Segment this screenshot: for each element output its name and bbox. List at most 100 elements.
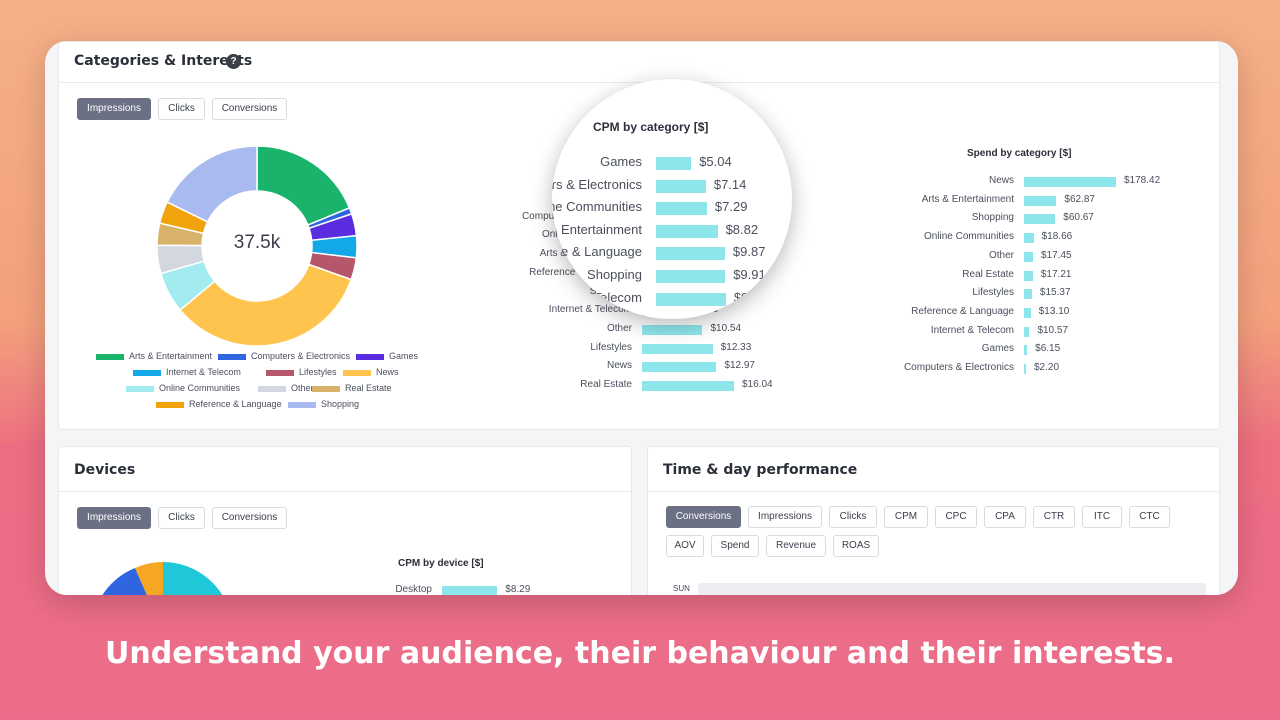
spend-category-value: $6.15 bbox=[1035, 343, 1061, 355]
spend-category-value: $17.21 bbox=[1040, 268, 1072, 280]
metric-itc-button[interactable]: ITC bbox=[1082, 506, 1122, 528]
magnified-cpm-value: $9.91 bbox=[733, 267, 766, 282]
devices-pie-slice-tablet bbox=[135, 562, 163, 595]
legend-label: Shopping bbox=[321, 399, 360, 409]
cpm-category-bar[interactable] bbox=[642, 343, 713, 354]
magnified-cpm-label: Computers & Electronics bbox=[552, 176, 642, 192]
magnified-cpm-bar[interactable] bbox=[656, 202, 707, 216]
spend-category-value: $10.57 bbox=[1037, 324, 1069, 336]
spend-category-label: Other bbox=[988, 249, 1014, 261]
spend-category-label: Games bbox=[981, 343, 1014, 355]
metric-cpc-button[interactable]: CPC bbox=[935, 506, 977, 528]
metric-ctc-button[interactable]: CTC bbox=[1129, 506, 1170, 528]
help-icon[interactable]: ? bbox=[226, 54, 241, 69]
day-label-sun: SUN bbox=[673, 584, 690, 593]
magnified-cpm-value: $8.82 bbox=[725, 221, 759, 237]
donut-slice-news[interactable] bbox=[179, 263, 353, 347]
cpm-category-bar[interactable] bbox=[642, 362, 717, 373]
legend-label: Computers & Electronics bbox=[251, 351, 351, 361]
devices-conversions-button[interactable]: Conversions bbox=[212, 507, 287, 529]
spend-category-value: $13.10 bbox=[1038, 305, 1070, 317]
spend-category-bar[interactable] bbox=[1024, 307, 1031, 318]
panel-divider bbox=[59, 491, 631, 492]
metric-spend-button[interactable]: Spend bbox=[711, 535, 759, 557]
spend-category-label: Computers & Electronics bbox=[903, 362, 1014, 373]
spend-category-label: Shopping bbox=[971, 212, 1014, 224]
metric-cpa-button[interactable]: CPA bbox=[984, 506, 1026, 528]
donut-slice-shopping[interactable] bbox=[166, 145, 258, 223]
cpm-category-bar[interactable] bbox=[642, 324, 703, 335]
legend-swatch bbox=[343, 370, 371, 376]
magnified-cpm-bar[interactable] bbox=[656, 224, 718, 238]
spend-category-value: $15.37 bbox=[1039, 287, 1071, 299]
magnified-cpm-bar[interactable] bbox=[656, 292, 726, 306]
spend-category-chart-title: Spend by category [$] bbox=[967, 148, 1072, 159]
magnifier-lens: CPM by category [$] Games $5.04 Computers … bbox=[552, 79, 792, 319]
legend-swatch bbox=[288, 402, 316, 408]
metric-roas-button[interactable]: ROAS bbox=[833, 535, 879, 557]
magnified-cpm-bar[interactable] bbox=[656, 247, 725, 261]
metric-aov-button[interactable]: AOV bbox=[666, 535, 704, 557]
toggle-clicks-button[interactable]: Clicks bbox=[158, 98, 205, 120]
legend-swatch bbox=[258, 386, 286, 392]
spend-category-bar[interactable] bbox=[1024, 270, 1033, 281]
cpm-device-bar[interactable] bbox=[442, 586, 498, 595]
metric-clicks-button[interactable]: Clicks bbox=[829, 506, 877, 528]
cpm-category-bar[interactable] bbox=[642, 381, 734, 391]
spend-category-value: $60.67 bbox=[1063, 212, 1094, 224]
donut-center-value: 37.5k bbox=[233, 232, 281, 253]
toggle-impressions-button[interactable]: Impressions bbox=[77, 98, 151, 120]
spend-category-label: Arts & Entertainment bbox=[921, 193, 1014, 205]
cpm-category-label: Real Estate bbox=[580, 379, 632, 390]
spend-category-bar[interactable] bbox=[1024, 195, 1057, 206]
devices-panel: Devices Impressions Clicks Conversions C… bbox=[58, 446, 632, 595]
magnified-cpm-label: Arts & Entertainment bbox=[552, 221, 642, 237]
dashboard-window: Categories & Interests ? Impressions Cli… bbox=[45, 41, 1238, 595]
legend-swatch bbox=[266, 370, 294, 376]
spend-category-bar[interactable] bbox=[1024, 345, 1028, 356]
toggle-conversions-button[interactable]: Conversions bbox=[212, 98, 287, 120]
cpm-category-label: Lifestyles bbox=[590, 341, 632, 353]
spend-category-label: News bbox=[988, 175, 1014, 186]
spend-category-value: $2.20 bbox=[1034, 362, 1060, 373]
magnified-cpm-bar[interactable] bbox=[656, 157, 692, 170]
marketing-tagline: Understand your audience, their behaviou… bbox=[105, 636, 1175, 671]
spend-category-value: $62.87 bbox=[1064, 193, 1095, 205]
magnified-cpm-bar[interactable] bbox=[656, 270, 726, 283]
legend-swatch bbox=[96, 354, 124, 360]
metric-conversions-button[interactable]: Conversions bbox=[666, 506, 741, 528]
metric-revenue-button[interactable]: Revenue bbox=[766, 535, 826, 557]
legend-swatch bbox=[156, 402, 184, 408]
magnified-cpm-value: $9 bbox=[733, 289, 749, 305]
legend-label: News bbox=[376, 367, 399, 377]
legend-swatch bbox=[312, 386, 340, 392]
magnified-cpm-title: CPM by category [$] bbox=[593, 120, 709, 134]
metric-cpm-button[interactable]: CPM bbox=[884, 506, 928, 528]
spend-category-bar[interactable] bbox=[1024, 364, 1026, 374]
devices-impressions-button[interactable]: Impressions bbox=[77, 507, 151, 529]
heatmap-row bbox=[698, 583, 1206, 595]
spend-category-bar[interactable] bbox=[1024, 326, 1030, 337]
magnified-cpm-label: Games bbox=[600, 154, 642, 169]
magnified-cpm-bar[interactable] bbox=[656, 179, 706, 193]
devices-clicks-button[interactable]: Clicks bbox=[158, 507, 205, 529]
spend-category-bar[interactable] bbox=[1024, 233, 1034, 244]
cpm-category-label: Internet & Telecom bbox=[548, 304, 632, 316]
spend-category-bar[interactable] bbox=[1024, 214, 1056, 225]
cpm-device-value: $8.29 bbox=[505, 584, 531, 595]
legend-label: Online Communities bbox=[159, 383, 241, 393]
cpm-device-label: Desktop bbox=[395, 584, 432, 595]
spend-category-label: Lifestyles bbox=[972, 287, 1014, 299]
legend-label: Arts & Entertainment bbox=[129, 351, 213, 361]
spend-category-bar[interactable] bbox=[1024, 289, 1032, 300]
spend-category-bar[interactable] bbox=[1024, 251, 1033, 262]
spend-category-bar[interactable] bbox=[1024, 177, 1116, 187]
devices-pie-slice-mobile bbox=[163, 562, 223, 595]
legend-label: Lifestyles bbox=[299, 367, 337, 377]
metric-ctr-button[interactable]: CTR bbox=[1033, 506, 1075, 528]
cpm-category-label: News bbox=[606, 360, 632, 372]
panel-divider bbox=[648, 491, 1219, 492]
cpm-category-value: $12.33 bbox=[720, 341, 752, 353]
metric-impressions-button[interactable]: Impressions bbox=[748, 506, 822, 528]
spend-category-label: Reference & Language bbox=[911, 305, 1014, 317]
